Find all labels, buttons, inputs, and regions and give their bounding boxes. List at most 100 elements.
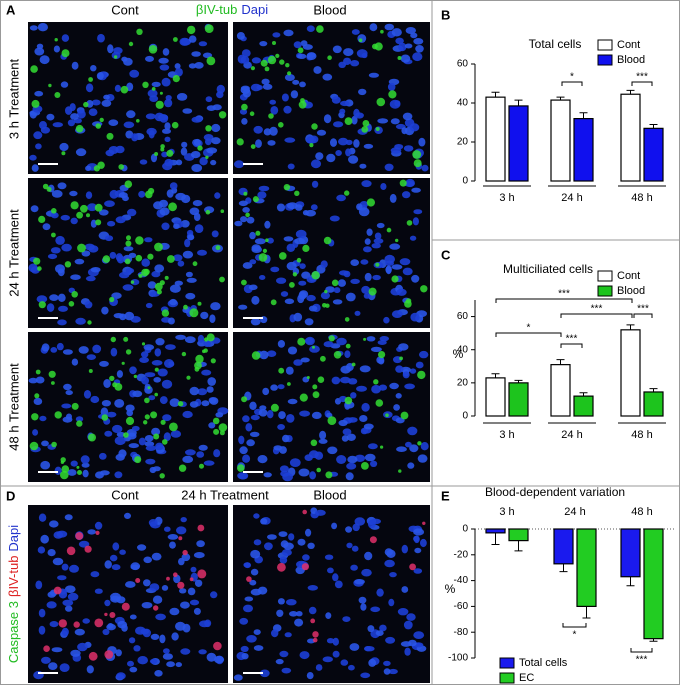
nucleus xyxy=(119,549,126,555)
nucleus xyxy=(180,38,192,46)
nucleus xyxy=(285,366,294,375)
nucleus xyxy=(116,370,123,378)
nucleus xyxy=(77,642,88,652)
micrograph-bg xyxy=(233,178,430,328)
nucleus xyxy=(315,509,326,516)
stain-spot xyxy=(197,145,203,151)
nucleus xyxy=(101,99,112,107)
stain-spot xyxy=(252,196,259,203)
legend-label: Blood xyxy=(617,285,645,297)
nucleus xyxy=(110,554,118,562)
nucleus xyxy=(347,417,358,423)
nucleus xyxy=(389,572,397,578)
stain-spot xyxy=(58,619,67,628)
stain-spot xyxy=(51,208,57,214)
nucleus xyxy=(331,522,338,530)
nucleus xyxy=(205,96,213,103)
stain-spot xyxy=(283,184,291,191)
stain-spot xyxy=(121,361,125,365)
nucleus xyxy=(61,563,69,571)
stain-spot xyxy=(54,411,62,419)
nucleus xyxy=(179,588,187,594)
stain-spot xyxy=(148,187,155,195)
stain-spot xyxy=(241,103,248,111)
x-tick-label: 24 h xyxy=(561,192,582,204)
stain-spot xyxy=(147,386,151,390)
nucleus xyxy=(356,385,367,392)
nucleus xyxy=(339,270,349,276)
nucleus xyxy=(391,310,403,318)
stain-spot xyxy=(316,25,324,33)
stain-spot xyxy=(302,509,308,515)
nucleus xyxy=(342,428,352,436)
nucleus xyxy=(410,312,420,322)
nucleus xyxy=(92,344,102,354)
stain-spot xyxy=(29,441,39,451)
row-label: 24 h Treatment xyxy=(6,209,21,297)
nucleus xyxy=(364,551,373,561)
nucleus xyxy=(106,411,117,418)
nucleus xyxy=(333,121,344,128)
stain-spot xyxy=(204,24,214,33)
nucleus xyxy=(236,32,245,40)
stain-spot xyxy=(167,255,175,263)
nucleus xyxy=(113,313,124,319)
stain-spot xyxy=(206,56,216,66)
nucleus xyxy=(276,277,287,284)
nucleus xyxy=(116,431,126,438)
nucleus xyxy=(350,60,360,67)
nucleus xyxy=(164,98,173,108)
significance-bracket xyxy=(560,313,633,318)
nucleus xyxy=(214,192,221,199)
nucleus xyxy=(369,23,378,32)
nucleus xyxy=(253,513,260,519)
nucleus xyxy=(411,187,421,193)
nucleus xyxy=(31,164,39,172)
stain-spot xyxy=(373,379,379,385)
stain-spot xyxy=(299,393,308,402)
nucleus xyxy=(199,157,208,166)
nucleus xyxy=(384,548,393,556)
nucleus xyxy=(293,41,302,49)
nucleus xyxy=(345,139,353,146)
stain-spot xyxy=(420,285,428,293)
stain-spot xyxy=(344,317,350,322)
nucleus xyxy=(385,266,392,274)
nucleus xyxy=(380,183,387,190)
nucleus xyxy=(258,409,268,417)
nucleus xyxy=(114,84,121,92)
nucleus xyxy=(200,311,209,320)
stain-spot xyxy=(142,81,149,89)
nucleus xyxy=(34,47,45,56)
nucleus xyxy=(203,134,214,141)
stain-spot xyxy=(95,123,102,129)
nucleus xyxy=(298,468,310,477)
legend-swatch xyxy=(597,285,613,297)
nucleus xyxy=(206,147,218,154)
stain-spot xyxy=(156,289,162,295)
nucleus xyxy=(346,462,357,470)
nucleus xyxy=(154,348,162,357)
nucleus xyxy=(332,637,339,646)
stain-spot xyxy=(141,268,149,277)
nucleus xyxy=(164,136,171,142)
nucleus xyxy=(107,44,114,54)
nucleus xyxy=(210,302,221,311)
nucleus xyxy=(249,431,260,437)
stain-spot xyxy=(361,125,369,133)
nucleus xyxy=(33,131,43,140)
nucleus xyxy=(49,294,59,301)
nucleus xyxy=(203,339,211,347)
nucleus xyxy=(391,264,403,270)
nucleus xyxy=(366,228,373,236)
stain-spot xyxy=(120,85,129,94)
nucleus xyxy=(29,25,38,31)
stain-spot xyxy=(241,279,247,286)
stain-spot xyxy=(138,273,143,278)
nucleus xyxy=(389,243,401,250)
column-header: Blood xyxy=(313,487,346,502)
nucleus xyxy=(203,460,215,466)
nucleus xyxy=(240,55,250,64)
stain-spot xyxy=(309,143,314,148)
nucleus xyxy=(332,650,340,658)
